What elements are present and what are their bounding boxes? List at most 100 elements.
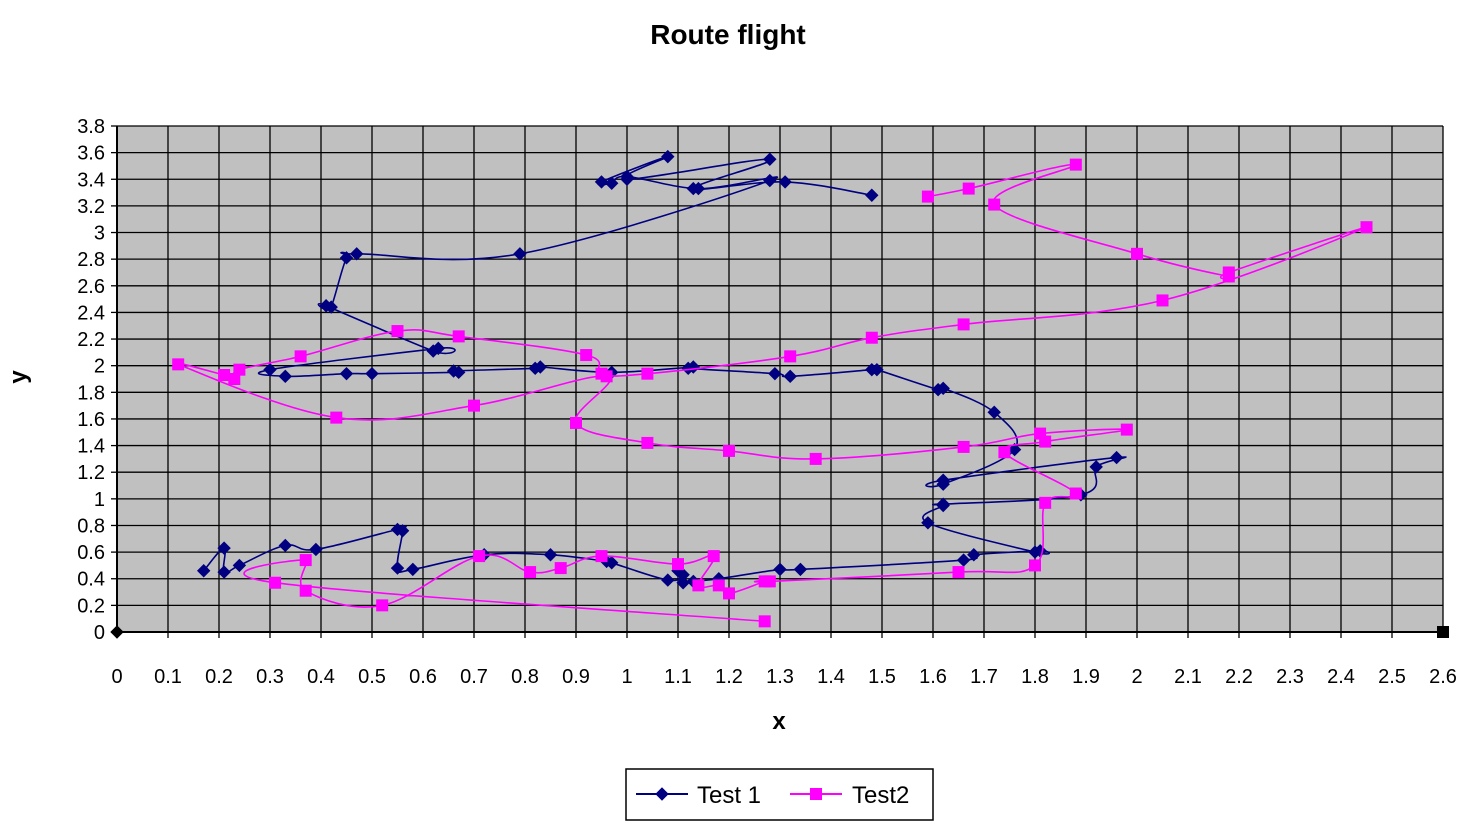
series-1-point xyxy=(594,175,609,189)
series-1-point xyxy=(390,561,405,575)
legend-label: Test 1 xyxy=(697,782,761,809)
series-2-point xyxy=(712,579,725,592)
x-tick-label: 1.6 xyxy=(919,666,947,688)
series-1-point xyxy=(1089,460,1103,474)
series-1-point xyxy=(921,516,935,530)
x-tick-label: 2.5 xyxy=(1378,666,1406,688)
y-tick-label: 2.4 xyxy=(77,302,105,324)
series-2-point xyxy=(672,558,684,571)
y-tick-label: 3.2 xyxy=(77,196,105,218)
series-1-point xyxy=(676,568,690,582)
series-1-point xyxy=(870,362,884,377)
origin-marker xyxy=(110,625,124,639)
series-2-point xyxy=(957,318,970,331)
series-2-point xyxy=(865,331,878,344)
x-tick-label: 0.7 xyxy=(460,666,488,688)
series-1-point xyxy=(543,548,558,562)
series-2-point xyxy=(962,182,975,195)
end-marker xyxy=(1437,626,1449,638)
series-1-point xyxy=(406,562,420,577)
y-tick-label: 3.6 xyxy=(77,143,105,165)
x-tick-label: 1.1 xyxy=(664,666,692,688)
series-1-point xyxy=(604,176,619,190)
series-2-point xyxy=(758,615,771,628)
x-tick-label: 2.2 xyxy=(1225,666,1253,688)
series-1-point xyxy=(431,341,446,356)
x-tick-label: 2.3 xyxy=(1276,666,1304,688)
series-1 xyxy=(196,149,1127,590)
series-2-point xyxy=(723,587,735,600)
x-tick-label: 0.4 xyxy=(307,666,335,688)
x-tick-label: 1.5 xyxy=(868,666,896,688)
series-2-point xyxy=(468,399,480,412)
series-1-point xyxy=(661,573,675,587)
series-2-point xyxy=(570,416,582,429)
series-2-point xyxy=(809,452,822,465)
series-1-point xyxy=(778,175,792,189)
series-2-point xyxy=(600,370,613,383)
series-1-point xyxy=(365,366,379,381)
series-1-point xyxy=(278,369,293,384)
series-2-point xyxy=(391,325,404,338)
series-2-point xyxy=(294,350,307,363)
series-1-point xyxy=(339,366,354,381)
series-1-point xyxy=(967,548,981,562)
series-2-point xyxy=(1222,266,1235,279)
x-tick-label: 2.6 xyxy=(1429,666,1457,688)
y-tick-label: 2.8 xyxy=(77,249,105,271)
y-tick-label: 1 xyxy=(94,489,105,511)
y-tick-label: 3 xyxy=(94,223,105,245)
series-2-point xyxy=(692,579,705,592)
x-tick-label: 1.8 xyxy=(1021,666,1049,688)
x-tick-label: 0 xyxy=(111,666,122,688)
x-tick-label: 0.1 xyxy=(154,666,182,688)
y-tick-label: 0 xyxy=(94,622,105,644)
series-2-point xyxy=(641,367,654,380)
y-tick-labels: 0 0.2 0.4 0.6 0.8 1 1.2 1.4 1.6 1.8 2 2.2 2.4 2.6 2.8 3… xyxy=(77,116,105,644)
y-tick-label: 0.4 xyxy=(77,569,105,591)
series-1-point xyxy=(773,562,787,577)
x-tick-label: 0.6 xyxy=(409,666,437,688)
series-1-point xyxy=(987,405,1001,419)
y-tick-label: 2.2 xyxy=(77,329,105,351)
y-tick-label: 0.8 xyxy=(77,515,105,537)
series-1-point xyxy=(533,360,548,374)
series-2-point xyxy=(1029,559,1041,572)
y-tick-label: 1.2 xyxy=(77,462,105,484)
series-2-point xyxy=(921,190,934,203)
series-2-point xyxy=(998,446,1011,459)
series-2-point xyxy=(580,349,593,362)
series-1-point xyxy=(783,369,797,384)
series-2-point xyxy=(524,566,537,579)
series-2-point xyxy=(641,436,654,449)
y-tick-label: 0.2 xyxy=(77,595,105,617)
series-1-point xyxy=(217,541,231,555)
series-1-point xyxy=(1007,442,1022,457)
y-tick-label: 1.6 xyxy=(77,409,105,431)
series-1-point xyxy=(681,361,695,376)
series-2-point xyxy=(299,554,312,567)
x-axis-title: x xyxy=(772,708,786,735)
series-2-point xyxy=(172,358,185,371)
series-2-point xyxy=(784,350,797,363)
axes xyxy=(110,125,1449,639)
series-1-point xyxy=(339,251,354,265)
series-1-point xyxy=(763,173,777,188)
series-2-point xyxy=(1039,496,1052,509)
series-2-point xyxy=(723,444,735,457)
series-1-point xyxy=(768,366,782,381)
series-1-point xyxy=(446,364,461,378)
series-2-point xyxy=(1039,435,1052,448)
legend-swatch-marker xyxy=(655,787,669,801)
series-2-point xyxy=(1360,221,1373,234)
series-2-point xyxy=(1069,158,1082,171)
series-1-point xyxy=(661,149,675,164)
series-2-point xyxy=(376,599,389,612)
series-1-point xyxy=(217,565,231,579)
y-tick-label: 0.6 xyxy=(77,542,105,564)
y-tick-label: 2 xyxy=(94,356,105,378)
x-tick-label: 1.4 xyxy=(817,666,845,688)
x-tick-label: 0.2 xyxy=(205,666,233,688)
series-2-point xyxy=(269,576,282,589)
